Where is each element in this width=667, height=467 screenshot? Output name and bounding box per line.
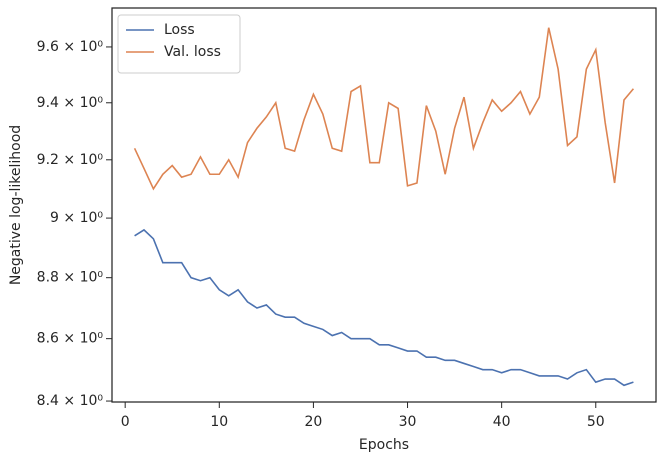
y-axis-label: Negative log-likelihood	[8, 125, 24, 285]
x-tick-label: 0	[121, 414, 130, 430]
series-line	[134, 228, 634, 387]
y-tick-label: 8.6 × 10⁰	[37, 331, 104, 347]
y-tick-label: 9.2 × 10⁰	[37, 152, 104, 168]
x-tick-label: 10	[210, 414, 228, 430]
x-tick-label: 40	[493, 414, 511, 430]
y-tick-label: 8.4 × 10⁰	[37, 393, 104, 409]
x-axis-label: Epochs	[359, 437, 409, 453]
x-tick-label: 30	[399, 414, 417, 430]
legend-label: Val. loss	[164, 44, 221, 60]
y-tick-label: 8.8 × 10⁰	[37, 270, 104, 286]
legend-label: Loss	[164, 22, 195, 38]
x-tick-label: 50	[587, 414, 605, 430]
y-tick-label: 9 × 10⁰	[50, 210, 103, 226]
plot-frame	[111, 7, 657, 403]
y-tick-label: 9.6 × 10⁰	[37, 39, 104, 55]
y-tick-label: 9.4 × 10⁰	[37, 95, 104, 111]
series-line	[133, 27, 635, 191]
x-tick-label: 20	[304, 414, 322, 430]
